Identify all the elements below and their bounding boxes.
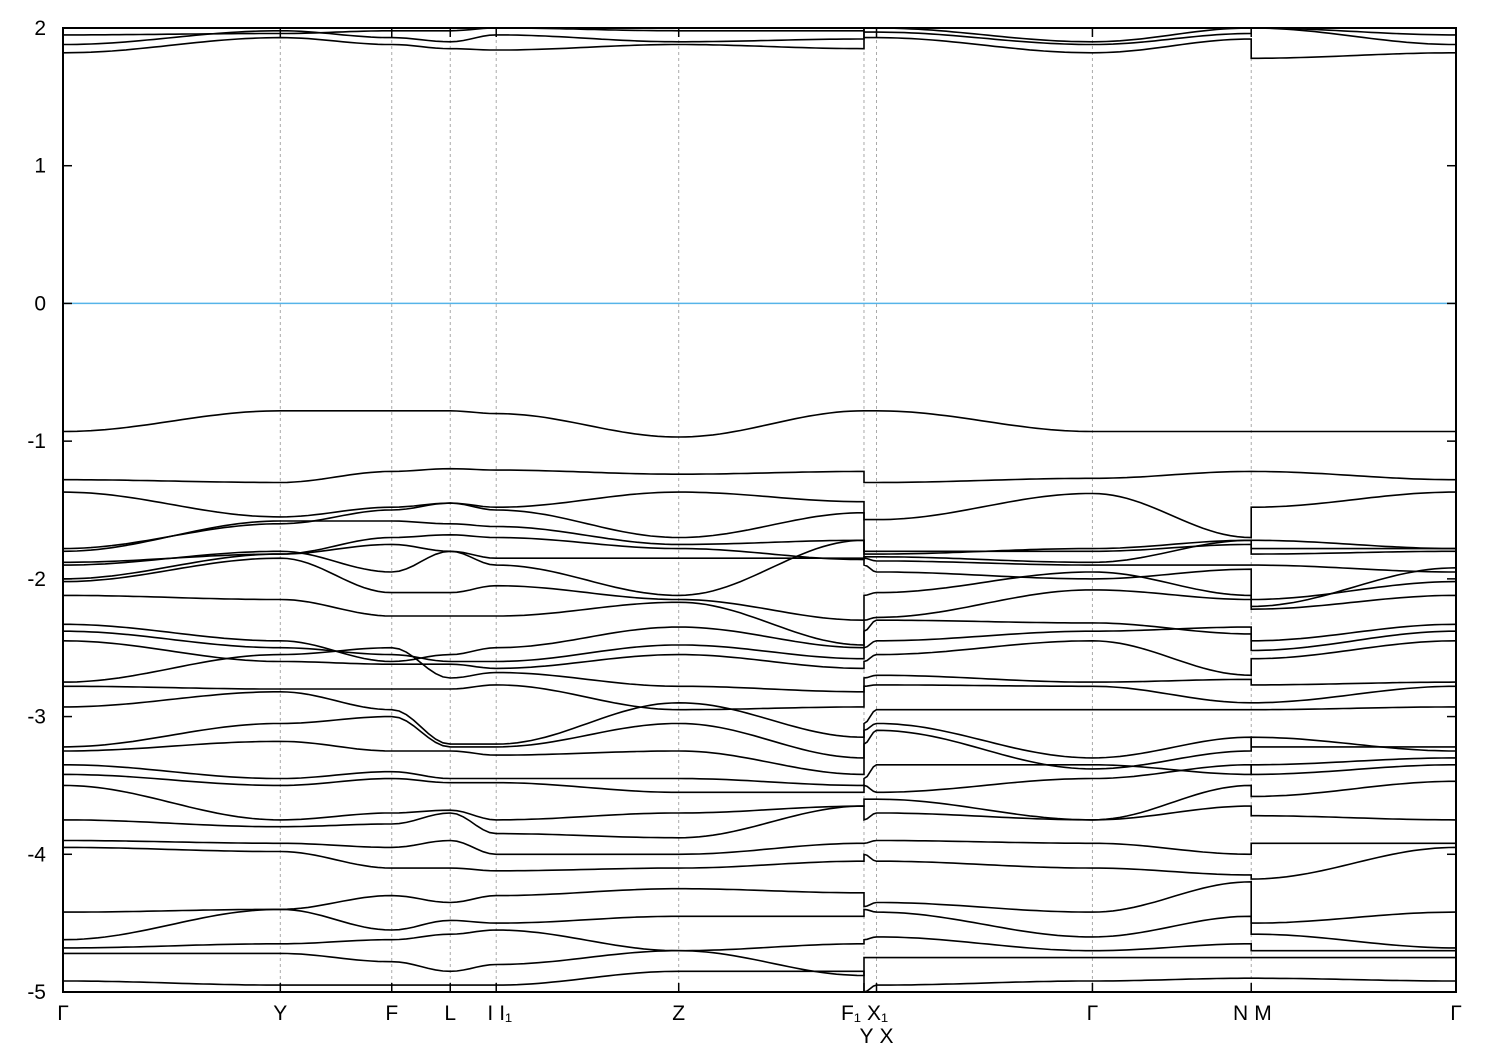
band-line-32 bbox=[63, 970, 1456, 992]
x-tick-label: Γ bbox=[1087, 1002, 1099, 1025]
x-tick-label: Y bbox=[273, 1002, 287, 1025]
band-line-7 bbox=[63, 502, 1456, 555]
y-tick-label: -5 bbox=[27, 981, 46, 1004]
band-line-29 bbox=[63, 908, 1456, 949]
y-tick-label: -3 bbox=[27, 706, 46, 729]
x-tick-label: Y bbox=[859, 1025, 873, 1048]
band-line-2 bbox=[63, 28, 1456, 46]
band-line-28 bbox=[63, 880, 1456, 924]
band-line-16 bbox=[63, 639, 1456, 677]
x-tick-label: F bbox=[385, 1002, 398, 1025]
band-line-1 bbox=[63, 36, 1456, 60]
band-line-15 bbox=[63, 619, 1456, 663]
band-line-6 bbox=[63, 491, 1456, 539]
band-line-5 bbox=[63, 467, 1456, 484]
band-line-22 bbox=[63, 757, 1456, 787]
band-line-17 bbox=[63, 646, 1456, 693]
band-line-25 bbox=[63, 805, 1456, 839]
x-tick-label: X₁ bbox=[867, 1002, 888, 1025]
band-line-12 bbox=[63, 557, 1456, 622]
band-line-20 bbox=[63, 715, 1456, 759]
y-tick-label: 2 bbox=[34, 17, 46, 40]
band-line-27 bbox=[63, 846, 1456, 880]
bands bbox=[63, 28, 1456, 992]
x-tick-label: N bbox=[1233, 1002, 1248, 1025]
band-line-21 bbox=[63, 729, 1456, 776]
x-axis: Γ Y F L I I₁ Z F₁ X₁Y XΓ N M Γ bbox=[57, 28, 1462, 1048]
y-tick-label: -2 bbox=[27, 568, 46, 591]
y-tick-label: 0 bbox=[34, 292, 46, 315]
band-line-4 bbox=[63, 410, 1456, 438]
x-tick-label: X bbox=[880, 1025, 894, 1048]
band-line-23 bbox=[63, 764, 1456, 794]
band-line-19 bbox=[63, 691, 1456, 745]
band-line-8 bbox=[63, 520, 1456, 555]
x-tick-label: F₁ bbox=[841, 1002, 861, 1025]
x-tick-label: Γ bbox=[1450, 1002, 1462, 1025]
x-tick-label: L bbox=[444, 1002, 456, 1025]
y-tick-label: -1 bbox=[27, 430, 46, 453]
band-line-13 bbox=[63, 589, 1456, 646]
y-tick-label: -4 bbox=[27, 843, 46, 866]
x-tick-label: Z bbox=[672, 1002, 685, 1025]
band-line-30 bbox=[63, 929, 1456, 952]
y-tick-label: 1 bbox=[34, 155, 46, 178]
plot-frame bbox=[62, 27, 1457, 993]
band-line-3 bbox=[63, 28, 1456, 43]
x-tick-label: M bbox=[1254, 1002, 1272, 1025]
band-line-14 bbox=[63, 623, 1456, 663]
band-line-26 bbox=[63, 839, 1456, 856]
band-line-24 bbox=[63, 780, 1456, 821]
grid-lines bbox=[279, 28, 1252, 992]
x-tick-label: I bbox=[487, 1002, 493, 1025]
y-axis: 2 1 0 -1 -2 -3 -4 -5 bbox=[27, 17, 1456, 1004]
x-tick-label: Γ bbox=[57, 1002, 69, 1025]
x-tick-label: I₁ bbox=[499, 1002, 512, 1025]
band-line-31 bbox=[63, 949, 1456, 977]
band-line-18 bbox=[63, 684, 1456, 711]
band-line-11 bbox=[63, 539, 1456, 608]
